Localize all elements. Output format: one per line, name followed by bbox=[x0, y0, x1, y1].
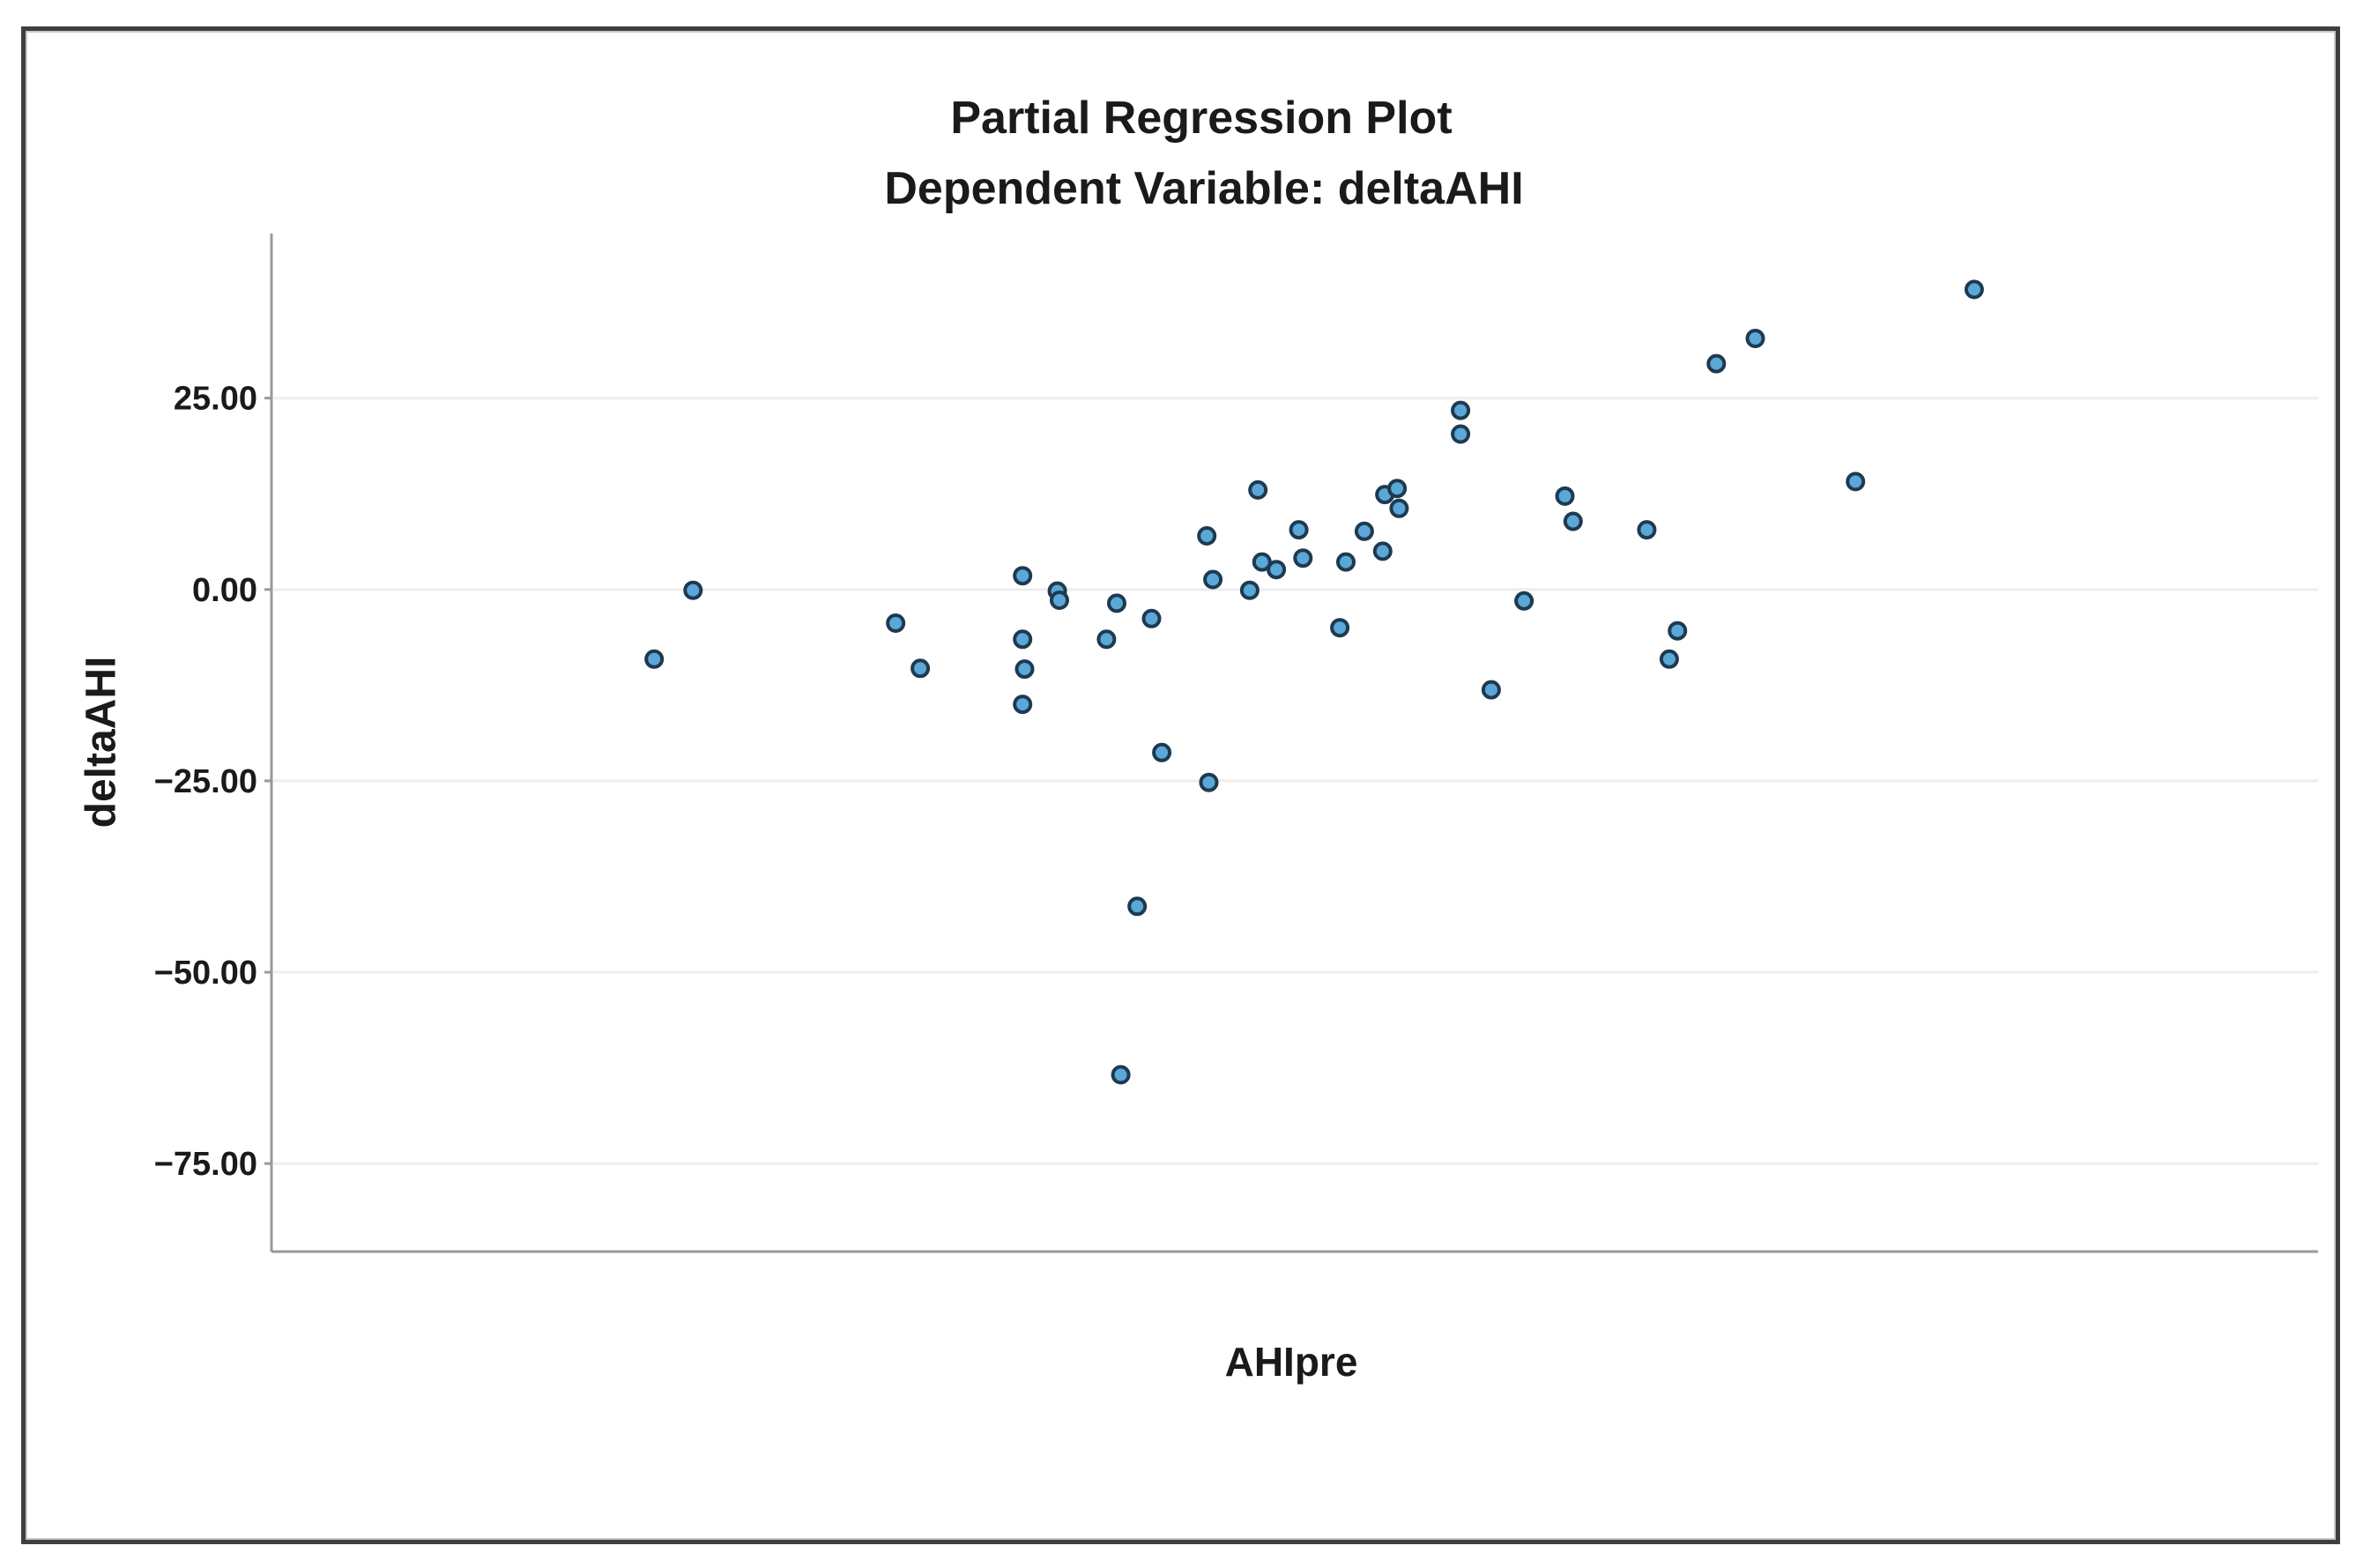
data-point bbox=[1481, 680, 1501, 700]
data-point bbox=[1141, 608, 1162, 628]
data-point bbox=[1239, 580, 1260, 600]
data-point bbox=[1659, 649, 1679, 669]
data-point bbox=[1637, 520, 1657, 540]
data-point bbox=[1336, 552, 1356, 572]
data-point bbox=[1096, 629, 1117, 650]
outer-frame bbox=[21, 26, 2340, 1544]
y-tick-label: 25.00 bbox=[174, 381, 257, 418]
data-point bbox=[1668, 621, 1688, 641]
data-point bbox=[1252, 552, 1272, 572]
y-tick-label: −25.00 bbox=[154, 763, 257, 800]
data-point bbox=[1248, 479, 1268, 500]
data-point bbox=[1127, 896, 1148, 917]
data-point bbox=[1013, 629, 1033, 650]
data-point bbox=[1152, 742, 1172, 762]
data-point bbox=[1293, 548, 1313, 568]
data-point bbox=[1846, 472, 1866, 492]
data-point bbox=[1451, 424, 1471, 444]
data-point bbox=[1013, 695, 1033, 715]
data-point bbox=[1197, 526, 1217, 546]
y-tick-label: −50.00 bbox=[154, 955, 257, 992]
data-point bbox=[1203, 569, 1223, 590]
y-tick-label: −75.00 bbox=[154, 1146, 257, 1183]
data-point bbox=[1107, 593, 1126, 613]
data-point bbox=[1199, 772, 1219, 792]
data-point bbox=[1514, 591, 1534, 611]
data-point bbox=[910, 658, 931, 679]
data-point bbox=[1964, 279, 1984, 300]
data-point bbox=[1354, 521, 1374, 541]
data-point bbox=[1706, 353, 1727, 374]
x-axis-title: AHIpre bbox=[1224, 1339, 1358, 1385]
data-point bbox=[1111, 1065, 1131, 1085]
data-point bbox=[1267, 560, 1287, 580]
data-point bbox=[1330, 618, 1350, 638]
data-point bbox=[1387, 479, 1408, 499]
data-point bbox=[1289, 520, 1309, 540]
chart-subtitle: Dependent Variable: deltaAHI bbox=[884, 163, 1524, 214]
data-point bbox=[1745, 329, 1765, 348]
data-point bbox=[1050, 591, 1069, 610]
data-point bbox=[683, 580, 703, 600]
data-point bbox=[1014, 659, 1035, 680]
y-tick-label: 0.00 bbox=[192, 572, 257, 609]
data-point bbox=[1372, 541, 1393, 561]
data-point bbox=[644, 649, 665, 669]
data-point bbox=[1555, 486, 1575, 506]
data-point bbox=[1389, 498, 1409, 518]
data-point bbox=[1563, 511, 1583, 531]
chart-title: Partial Regression Plot bbox=[950, 93, 1453, 144]
data-point bbox=[886, 613, 906, 633]
data-point bbox=[1451, 400, 1471, 420]
data-point bbox=[1013, 566, 1033, 586]
